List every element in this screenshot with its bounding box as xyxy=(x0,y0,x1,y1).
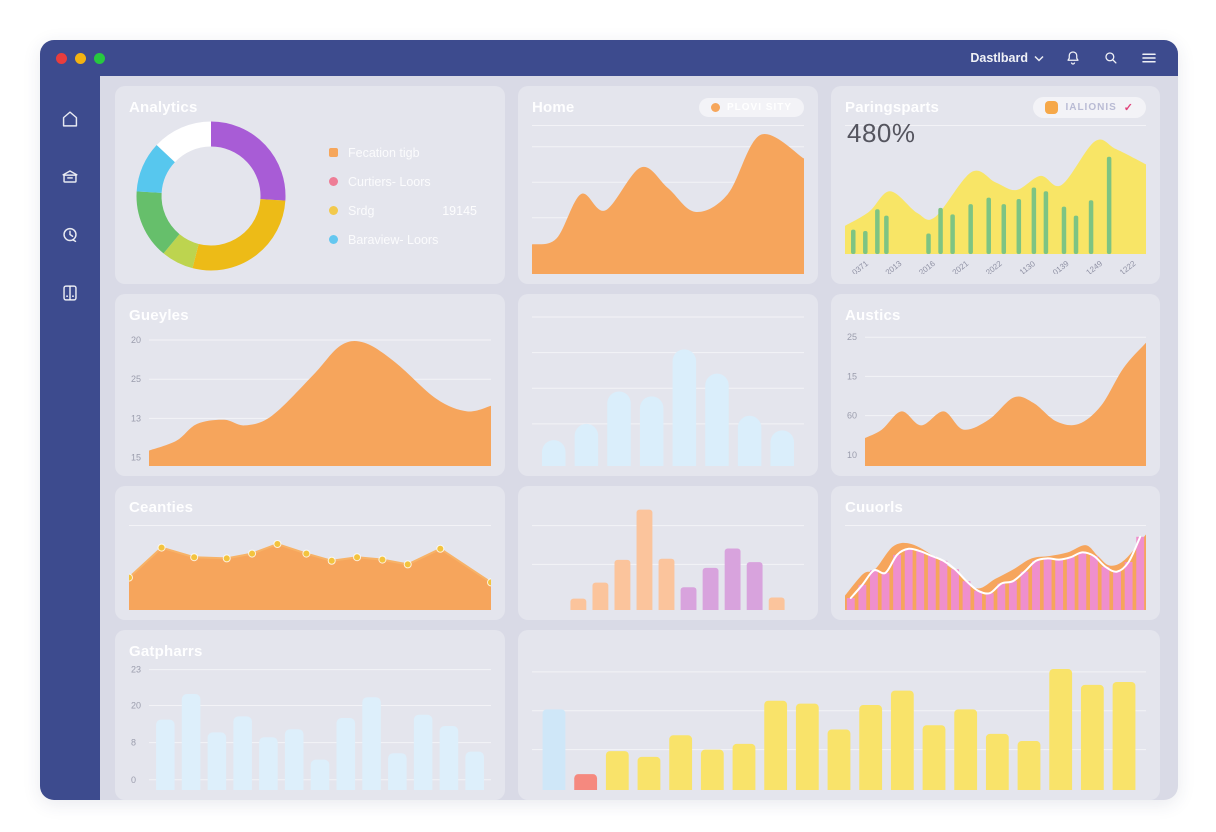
svg-text:0139: 0139 xyxy=(1051,259,1071,274)
divider xyxy=(845,125,1146,126)
board-icon xyxy=(63,285,77,301)
dashboard-content: Analytics Fecation tigb Curtiers- Loors xyxy=(100,76,1178,800)
card-title: Ceanties xyxy=(129,498,194,516)
card-row3-bars xyxy=(518,486,818,620)
card-ceanties: Ceanties xyxy=(115,486,505,620)
sidebar-item-history[interactable] xyxy=(57,222,83,248)
card-bottom-bars xyxy=(518,630,1160,800)
archive-icon xyxy=(62,170,78,183)
svg-text:0371: 0371 xyxy=(850,259,870,274)
svg-text:25: 25 xyxy=(847,332,857,342)
gueyles-area-chart: 20 25 13 15 xyxy=(131,335,491,466)
sidebar xyxy=(40,76,100,800)
legend-item: Fecation tigb xyxy=(329,146,477,160)
svg-text:0: 0 xyxy=(131,775,136,785)
svg-text:2022: 2022 xyxy=(984,259,1004,274)
legend-swatch xyxy=(329,177,338,186)
analytics-legend: Fecation tigb Curtiers- Loors Srdg 19145 xyxy=(329,146,491,247)
card-title: Gueyles xyxy=(129,306,189,324)
legend-label: Srdg xyxy=(348,203,375,218)
svg-text:15: 15 xyxy=(131,453,141,463)
badge-label: PLOVI SITY xyxy=(726,101,792,113)
home-icon xyxy=(62,111,78,127)
legend-value: 19145 xyxy=(442,203,477,218)
ceanties-line-chart xyxy=(129,540,491,610)
sidebar-item-home[interactable] xyxy=(57,106,83,132)
cuuorls-wave-chart xyxy=(845,534,1146,610)
card-cuuorls: Cuuorls xyxy=(831,486,1160,620)
svg-text:1130: 1130 xyxy=(1018,259,1038,274)
gatpharrs-bar-chart: 23 20 8 0 xyxy=(131,665,491,790)
svg-text:10: 10 xyxy=(847,450,857,460)
badge-dot-icon xyxy=(710,102,720,112)
app-window: Dastlbard xyxy=(40,40,1178,800)
svg-text:25: 25 xyxy=(131,374,141,384)
divider xyxy=(129,525,491,526)
card-gueyles: Gueyles 20 25 13 15 xyxy=(115,294,505,476)
card-title: Paringsparts xyxy=(845,98,940,116)
paringsparts-chart: 0371 2013 2016 2021 2022 1130 0139 1249 1222 xyxy=(845,139,1146,274)
svg-text:60: 60 xyxy=(847,411,857,421)
legend-label: Baraview- Loors xyxy=(348,232,439,247)
divider xyxy=(845,525,1146,526)
legend-swatch xyxy=(329,235,338,244)
legend-swatch xyxy=(329,206,338,215)
divider xyxy=(532,125,804,126)
svg-text:23: 23 xyxy=(131,665,141,675)
dashboard-menu[interactable]: Dastlbard xyxy=(970,51,1044,65)
bell-icon[interactable] xyxy=(1064,49,1082,67)
home-area-chart xyxy=(532,133,804,274)
sidebar-item-archive[interactable] xyxy=(57,164,83,190)
legend-item: Baraview- Loors xyxy=(329,233,477,247)
card-austics: Austics 25 15 60 10 xyxy=(831,294,1160,476)
svg-text:2016: 2016 xyxy=(917,259,937,274)
maximize-window-button[interactable] xyxy=(94,52,105,64)
card-title: Cuuorls xyxy=(845,498,904,516)
card-title: Analytics xyxy=(129,98,198,116)
badge-label: IALIONIS xyxy=(1065,101,1117,113)
legend-label: Fecation tigb xyxy=(348,145,420,160)
svg-text:20: 20 xyxy=(131,335,141,345)
sidebar-item-boards[interactable] xyxy=(57,280,83,306)
legend-swatch xyxy=(329,148,338,157)
clock-icon xyxy=(63,227,77,243)
card-home: Home PLOVI SITY xyxy=(518,86,818,284)
card-title: Home xyxy=(532,98,575,116)
close-window-button[interactable] xyxy=(56,52,67,64)
svg-text:8: 8 xyxy=(131,738,136,748)
card-paringsparts: Paringsparts IALIONIS ✓ 480% 0371 2013 201… xyxy=(831,86,1160,284)
analytics-donut-chart xyxy=(136,121,286,271)
svg-text:13: 13 xyxy=(131,413,141,423)
svg-text:15: 15 xyxy=(847,371,857,381)
multicolor-bar-chart xyxy=(532,509,804,610)
search-icon[interactable] xyxy=(1102,49,1120,67)
austics-area-chart: 25 15 60 10 xyxy=(847,332,1146,466)
card-title: Gatpharrs xyxy=(129,642,203,660)
paringsparts-badge[interactable]: IALIONIS ✓ xyxy=(1033,96,1146,118)
svg-text:1249: 1249 xyxy=(1085,259,1105,274)
card-title: Austics xyxy=(845,306,901,324)
svg-text:2021: 2021 xyxy=(951,259,971,274)
window-controls xyxy=(56,52,105,64)
svg-text:20: 20 xyxy=(131,701,141,711)
card-gatpharrs: Gatpharrs 23 20 8 0 xyxy=(115,630,505,800)
menu-icon[interactable] xyxy=(1140,49,1158,67)
legend-label: Curtiers- Loors xyxy=(348,174,431,189)
minimize-window-button[interactable] xyxy=(75,52,86,64)
legend-item: Curtiers- Loors xyxy=(329,175,477,189)
blue-bar-chart xyxy=(532,316,804,466)
topbar: Dastlbard xyxy=(40,40,1178,76)
home-badge[interactable]: PLOVI SITY xyxy=(698,97,804,117)
kpi-value: 480% xyxy=(847,118,916,148)
badge-square-icon xyxy=(1045,100,1059,114)
chevron-down-icon xyxy=(1034,55,1044,62)
check-icon: ✓ xyxy=(1123,101,1134,114)
legend-item: Srdg 19145 xyxy=(329,204,477,218)
svg-text:2013: 2013 xyxy=(884,259,904,274)
card-row2-bars xyxy=(518,294,818,476)
dashboard-menu-label: Dastlbard xyxy=(970,51,1028,65)
card-analytics: Analytics Fecation tigb Curtiers- Loors xyxy=(115,86,505,284)
svg-text:1222: 1222 xyxy=(1118,259,1138,274)
bottom-bar-chart xyxy=(532,669,1146,790)
